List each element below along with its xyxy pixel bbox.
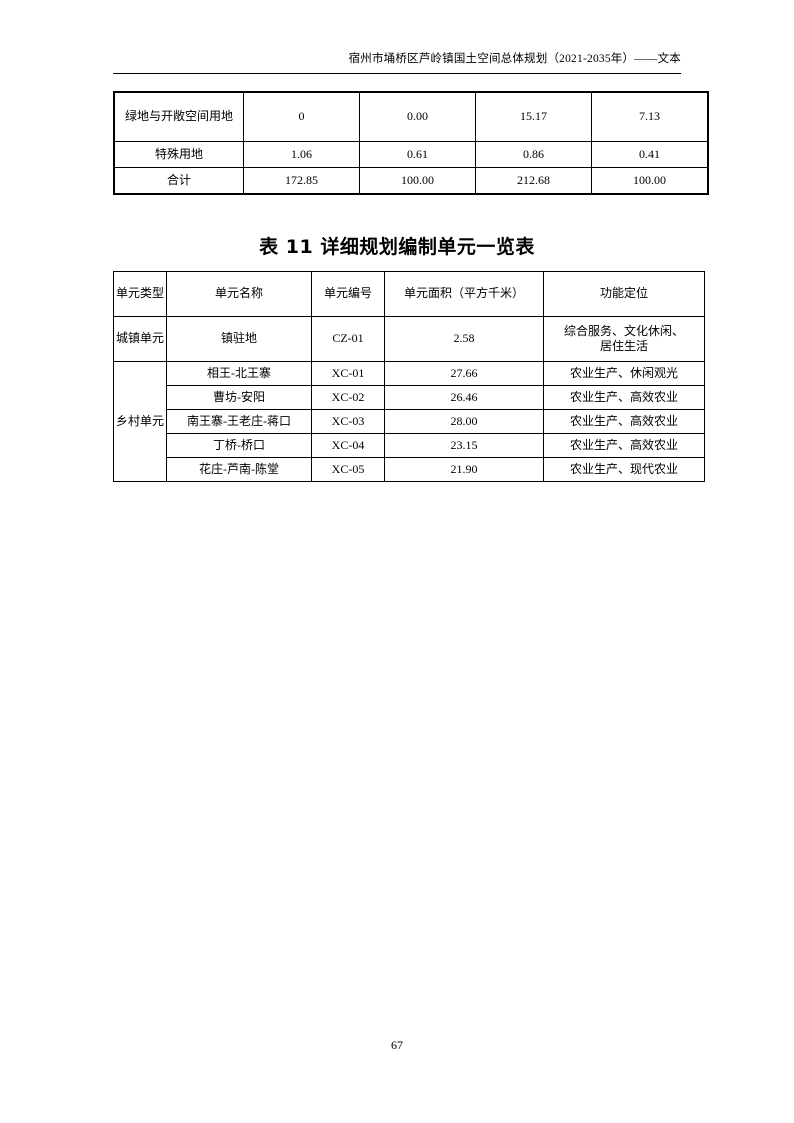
table-row: 南王寨-王老庄-蒋口 XC-03 28.00 农业生产、高效农业 [114, 409, 705, 434]
unit-name-cell: 曹坊-安阳 [166, 385, 312, 410]
row-value: 1.06 [243, 141, 360, 168]
row-value: 0.41 [591, 141, 709, 168]
table-row: 绿地与开敞空间用地 0 0.00 15.17 7.13 [113, 92, 709, 142]
column-header-unit-area: 单元面积（平方千米） [384, 271, 544, 317]
row-value: 0 [243, 92, 360, 142]
function-line-2: 居住生活 [599, 339, 648, 353]
row-value: 100.00 [591, 167, 709, 194]
unit-name-cell: 南王寨-王老庄-蒋口 [166, 409, 312, 434]
table-row: 合计 172.85 100.00 212.68 100.00 [113, 167, 709, 194]
column-header-unit-name: 单元名称 [166, 271, 312, 317]
unit-code-cell: XC-02 [311, 385, 385, 410]
unit-code-cell: CZ-01 [311, 316, 385, 362]
table-row: 丁桥-桥口 XC-04 23.15 农业生产、高效农业 [114, 433, 705, 458]
row-value: 15.17 [475, 92, 592, 142]
unit-area-cell: 2.58 [384, 316, 544, 362]
function-line-1: 综合服务、文化休闲、 [563, 323, 684, 338]
land-use-continuation-table: 绿地与开敞空间用地 0 0.00 15.17 7.13 特殊用地 1.06 0.… [113, 91, 709, 195]
row-value: 7.13 [591, 92, 709, 142]
column-header-function: 功能定位 [543, 271, 705, 317]
unit-code-cell: XC-04 [311, 433, 385, 458]
unit-area-cell: 26.46 [384, 385, 544, 410]
unit-code-cell: XC-01 [311, 361, 385, 386]
unit-name-cell: 相王-北王寨 [166, 361, 312, 386]
unit-name-cell: 丁桥-桥口 [166, 433, 312, 458]
table-row: 特殊用地 1.06 0.61 0.86 0.41 [113, 141, 709, 168]
unit-type-cell: 乡村单元 [113, 361, 167, 482]
table-row: 乡村单元 相王-北王寨 XC-01 27.66 农业生产、休闲观光 [113, 361, 705, 482]
unit-area-cell: 23.15 [384, 433, 544, 458]
unit-name-cell: 镇驻地 [166, 316, 312, 362]
table-11-title: 表 11 详细规划编制单元一览表 [259, 236, 535, 258]
unit-type-cell: 城镇单元 [113, 316, 167, 362]
row-label: 特殊用地 [113, 141, 244, 168]
table-11-wrap: 单元类型 单元名称 单元编号 单元面积（平方千米） 功能定位 城镇单元 镇驻地 … [113, 271, 705, 482]
unit-name-cell: 花庄-芦南-陈堂 [166, 457, 312, 482]
unit-function-cell: 农业生产、现代农业 [543, 457, 705, 482]
detailed-planning-unit-table: 单元类型 单元名称 单元编号 单元面积（平方千米） 功能定位 城镇单元 镇驻地 … [113, 271, 705, 482]
column-header-unit-code: 单元编号 [311, 271, 385, 317]
row-value: 0.61 [359, 141, 476, 168]
unit-code-cell: XC-05 [311, 457, 385, 482]
column-header-unit-type: 单元类型 [113, 271, 167, 317]
row-value: 100.00 [359, 167, 476, 194]
unit-area-cell: 28.00 [384, 409, 544, 434]
table-row: 城镇单元 镇驻地 CZ-01 2.58 综合服务、文化休闲、 居住生活 [113, 316, 705, 362]
unit-area-cell: 27.66 [384, 361, 544, 386]
row-value: 212.68 [475, 167, 592, 194]
land-use-continuation-table-wrap: 绿地与开敞空间用地 0 0.00 15.17 7.13 特殊用地 1.06 0.… [113, 91, 709, 195]
table-header-row: 单元类型 单元名称 单元编号 单元面积（平方千米） 功能定位 [113, 271, 705, 317]
unit-function-cell: 农业生产、高效农业 [543, 409, 705, 434]
running-header: 宿州市埇桥区芦岭镇国土空间总体规划（2021-2035年）——文本 [348, 53, 681, 65]
page-number: 67 [391, 1038, 403, 1052]
unit-code-cell: XC-03 [311, 409, 385, 434]
unit-function-cell: 综合服务、文化休闲、 居住生活 [543, 316, 705, 362]
row-value: 0.86 [475, 141, 592, 168]
table-row: 花庄-芦南-陈堂 XC-05 21.90 农业生产、现代农业 [114, 457, 705, 482]
unit-area-cell: 21.90 [384, 457, 544, 482]
table-row: 曹坊-安阳 XC-02 26.46 农业生产、高效农业 [114, 385, 705, 410]
row-value: 172.85 [243, 167, 360, 194]
unit-function-cell: 农业生产、休闲观光 [543, 361, 705, 386]
row-label: 绿地与开敞空间用地 [113, 92, 244, 142]
header-rule [113, 73, 681, 74]
unit-function-cell: 农业生产、高效农业 [543, 385, 705, 410]
unit-function-cell: 农业生产、高效农业 [543, 433, 705, 458]
row-label: 合计 [113, 167, 244, 194]
row-value: 0.00 [359, 92, 476, 142]
